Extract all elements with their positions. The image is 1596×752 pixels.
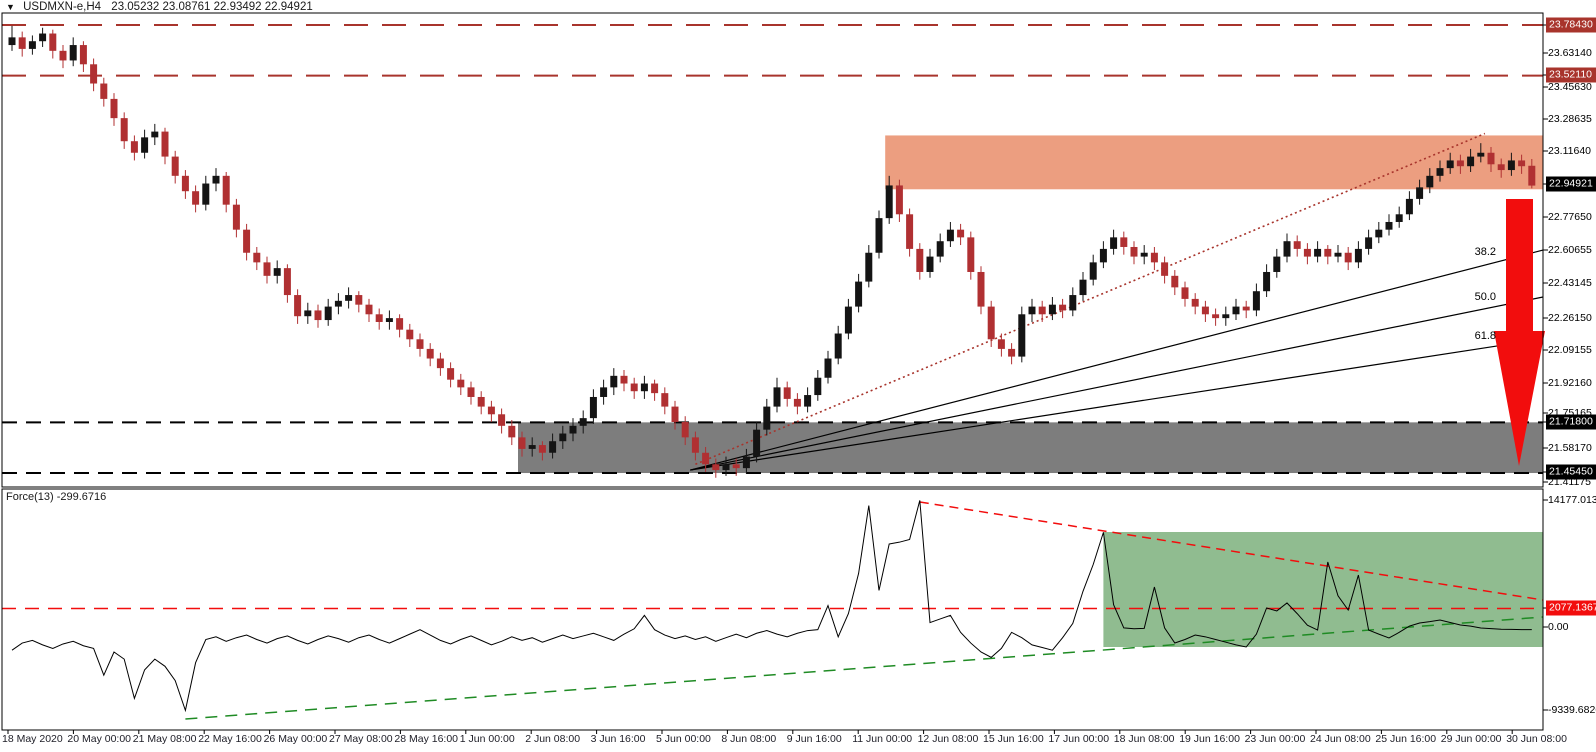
fib-level-label: 50.0 xyxy=(1474,290,1496,303)
time-label: 1 Jun 00:00 xyxy=(459,733,515,745)
price-badge: 23.52110 xyxy=(1546,67,1596,83)
force-divergence-line[interactable] xyxy=(919,501,1544,601)
price-label: 23.45630 xyxy=(1548,81,1592,93)
time-label: 23 Jun 00:00 xyxy=(1244,733,1306,745)
price-label: 22.77650 xyxy=(1548,211,1592,223)
force-label: 14177.0135 xyxy=(1548,494,1596,506)
fib-fan-line[interactable] xyxy=(690,249,1544,471)
time-label: 5 Jun 00:00 xyxy=(656,733,711,745)
time-label: 27 May 08:00 xyxy=(329,733,393,745)
time-label: 11 Jun 00:00 xyxy=(852,733,913,745)
price-label: 22.60655 xyxy=(1548,244,1592,256)
time-label: 18 Jun 08:00 xyxy=(1113,733,1175,745)
fib-fan-line[interactable] xyxy=(690,338,1544,471)
time-label: 9 Jun 16:00 xyxy=(786,733,842,745)
time-label: 8 Jun 08:00 xyxy=(721,733,777,745)
price-badge: 22.94921 xyxy=(1546,176,1596,192)
force-trend-line[interactable] xyxy=(185,616,1544,720)
support-zone xyxy=(518,422,1543,474)
time-label: 21 May 08:00 xyxy=(132,733,197,745)
time-label: 30 Jun 08:00 xyxy=(1506,733,1567,745)
time-label: 22 May 16:00 xyxy=(198,733,262,745)
time-label: 2 Jun 08:00 xyxy=(525,733,581,745)
time-label: 29 Jun 00:00 xyxy=(1440,733,1502,745)
price-badge: 21.71800 xyxy=(1546,414,1596,430)
force-label: 0.00 xyxy=(1548,621,1569,633)
chart-title: ▼ USDMXN-e,H4 23.05232 23.08761 22.93492… xyxy=(6,1,313,13)
time-label: 25 Jun 16:00 xyxy=(1375,733,1437,745)
time-label: 12 Jun 08:00 xyxy=(917,733,979,745)
resistance-zone xyxy=(885,135,1543,190)
fib-level-label: 61.8 xyxy=(1474,330,1496,343)
ohlc-values-label: 23.05232 23.08761 22.93492 22.94921 xyxy=(111,1,313,13)
force-label: -9339.6826 xyxy=(1548,704,1596,716)
main-panel-border xyxy=(1,12,1544,488)
time-label: 26 May 00:00 xyxy=(263,733,328,745)
price-badge: 21.45450 xyxy=(1546,464,1596,480)
price-label: 23.63140 xyxy=(1548,47,1592,59)
fib-fan-line[interactable] xyxy=(690,296,1544,471)
down-arrow[interactable] xyxy=(1494,199,1545,466)
indicator-title: Force(13) -299.6716 xyxy=(6,491,107,503)
time-label: 24 Jun 08:00 xyxy=(1310,733,1371,745)
time-label: 19 Jun 16:00 xyxy=(1179,733,1240,745)
time-label: 18 May 2020 xyxy=(2,733,63,745)
force-badge: 2077.1367 xyxy=(1546,600,1596,616)
candles xyxy=(8,25,1536,478)
collapse-triangle-icon[interactable]: ▼ xyxy=(6,2,15,12)
price-label: 21.92160 xyxy=(1548,377,1592,389)
time-label: 28 May 16:00 xyxy=(394,733,459,745)
force-line xyxy=(11,500,1532,713)
price-label: 22.43145 xyxy=(1548,277,1592,289)
price-label: 23.28635 xyxy=(1548,113,1592,125)
price-label: 21.41175 xyxy=(1548,476,1592,488)
time-label: 20 May 00:00 xyxy=(67,733,132,745)
time-label: 3 Jun 16:00 xyxy=(590,733,646,745)
symbol-period-label: USDMXN-e,H4 xyxy=(23,1,102,13)
price-badge: 23.78430 xyxy=(1546,17,1596,33)
time-label: 17 Jun 00:00 xyxy=(1048,733,1110,745)
fib-level-label: 38.2 xyxy=(1474,246,1496,259)
indicator-panel-border xyxy=(1,488,1544,731)
price-label: 22.09155 xyxy=(1548,344,1592,356)
price-label: 23.11640 xyxy=(1548,145,1592,157)
price-label: 21.58170 xyxy=(1548,442,1592,454)
price-label: 22.26150 xyxy=(1548,312,1592,324)
time-label: 15 Jun 16:00 xyxy=(983,733,1044,745)
